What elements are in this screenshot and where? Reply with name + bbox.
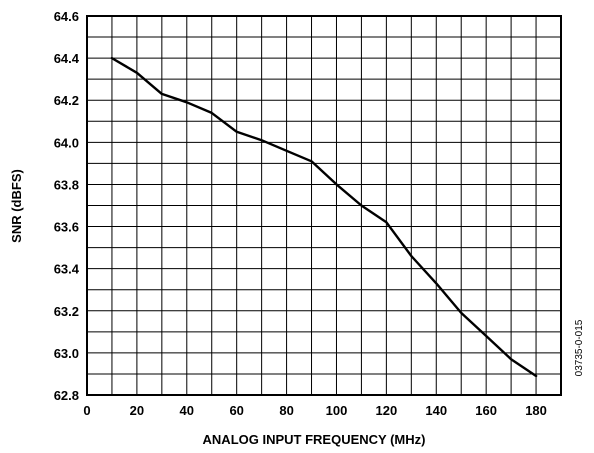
figure-id: 03735-0-015 — [574, 319, 585, 376]
y-tick-label: 63.2 — [54, 304, 79, 319]
y-tick-label: 64.6 — [54, 9, 79, 24]
y-tick-label: 63.0 — [54, 346, 79, 361]
x-tick-label: 120 — [376, 403, 398, 418]
x-tick-label: 20 — [130, 403, 144, 418]
x-tick-label: 0 — [83, 403, 90, 418]
x-axis-title: ANALOG INPUT FREQUENCY (MHz) — [203, 432, 426, 447]
y-axis-title: SNR (dBFS) — [9, 169, 24, 243]
y-tick-label: 64.2 — [54, 93, 79, 108]
x-tick-label: 40 — [180, 403, 194, 418]
y-tick-label: 63.6 — [54, 220, 79, 235]
x-tick-label: 180 — [525, 403, 547, 418]
y-tick-label: 64.0 — [54, 135, 79, 150]
y-tick-label: 63.4 — [54, 262, 80, 277]
x-tick-label: 60 — [229, 403, 243, 418]
x-tick-label: 80 — [279, 403, 293, 418]
x-tick-label: 100 — [326, 403, 348, 418]
y-tick-label: 63.8 — [54, 177, 79, 192]
x-tick-label: 140 — [425, 403, 447, 418]
y-tick-label: 64.4 — [54, 51, 80, 66]
x-tick-labels: 0 20 40 60 80 100 120 140 160 180 — [83, 403, 547, 418]
x-tick-label: 160 — [475, 403, 497, 418]
y-tick-labels: 62.8 63.0 63.2 63.4 63.6 63.8 64.0 64.2 64.4 64.6 — [54, 9, 80, 403]
series-line — [112, 58, 536, 376]
y-tick-label: 62.8 — [54, 388, 79, 403]
series-layer — [112, 58, 536, 376]
